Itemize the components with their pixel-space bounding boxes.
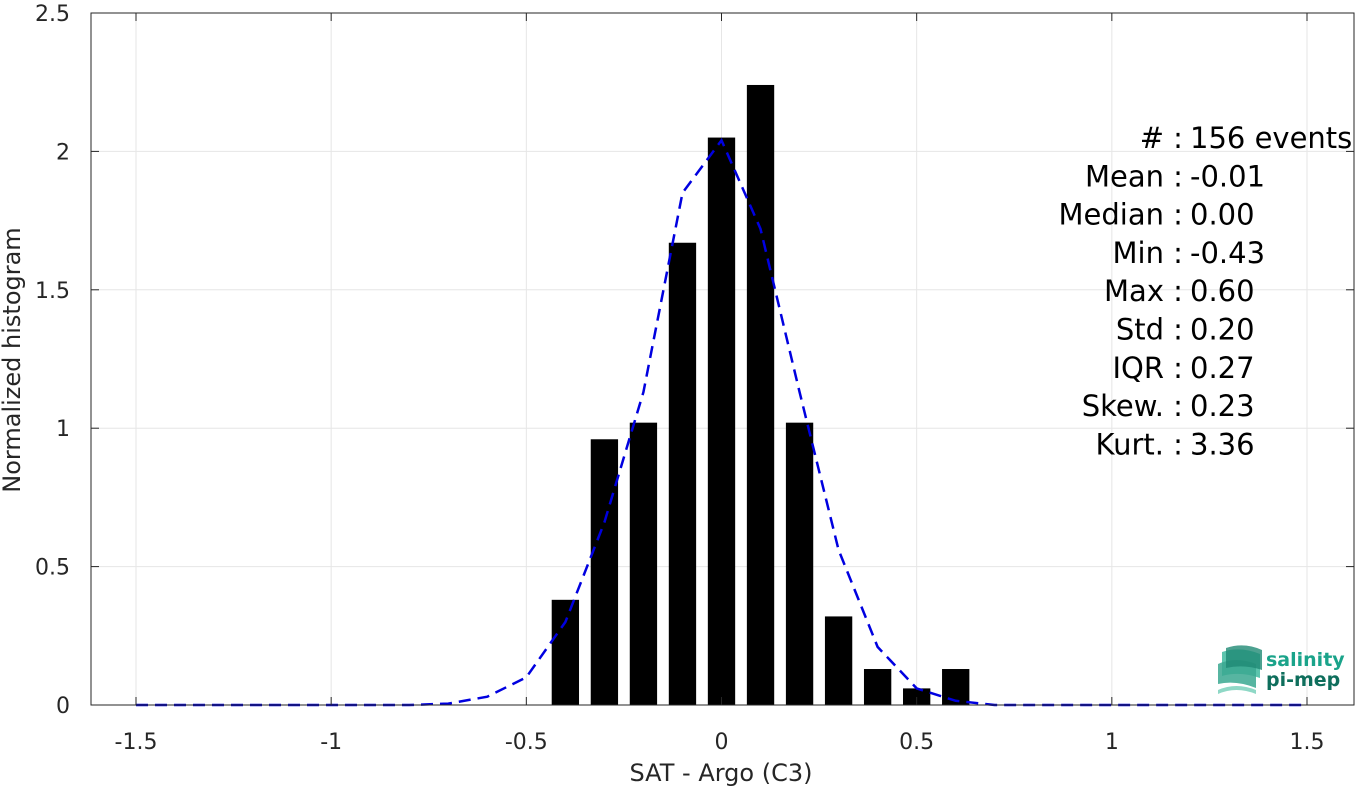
histogram-bar (824, 616, 853, 705)
y-tick-label: 2.5 (35, 2, 70, 27)
stat-separator: : (1173, 159, 1183, 193)
stat-label: IQR (1112, 351, 1164, 385)
histogram-bars (551, 84, 970, 705)
stat-value: -0.43 (1190, 236, 1265, 270)
x-tick-labels: -1.5 -1 -0.5 0 0.5 1 1.5 (115, 730, 1325, 755)
histogram-bar (746, 84, 775, 705)
stat-label: # (1140, 121, 1164, 155)
y-tick-label: 0.5 (35, 556, 70, 581)
stat-separator: : (1173, 121, 1183, 155)
y-axis-label: Normalized histogram (0, 227, 26, 492)
stat-row: Max:0.60 (1104, 274, 1255, 308)
stat-row: Kurt.:3.36 (1096, 427, 1255, 461)
stat-label: Median (1059, 198, 1164, 232)
stat-value: 156 events (1190, 121, 1352, 155)
logo-text-salinity: salinity (1266, 649, 1345, 671)
logo-text-pimep: pi-mep (1266, 669, 1340, 691)
stat-separator: : (1173, 198, 1183, 232)
x-tick-label: 0.5 (899, 730, 934, 755)
stat-row: Median:0.00 (1059, 198, 1255, 232)
stat-row: Skew.:0.23 (1082, 389, 1255, 423)
x-tick-label: 1.5 (1290, 730, 1325, 755)
axes-box (90, 12, 1355, 706)
histogram-bar (863, 669, 892, 705)
stat-row: #:156 events (1140, 121, 1353, 155)
stat-row: IQR:0.27 (1112, 351, 1254, 385)
x-tick-label: 1 (1105, 730, 1119, 755)
histogram-bar (942, 669, 970, 705)
stat-separator: : (1173, 389, 1183, 423)
y-tick-label: 1 (56, 417, 70, 442)
histogram-bar (785, 422, 814, 705)
stat-label: Kurt. (1096, 427, 1164, 461)
stat-value: 0.60 (1190, 274, 1255, 308)
stat-value: 0.27 (1190, 351, 1255, 385)
stat-label: Min (1113, 236, 1164, 270)
stat-label: Std (1116, 313, 1164, 347)
stat-separator: : (1173, 274, 1183, 308)
y-tick-label: 2 (56, 140, 70, 165)
histogram-bar (590, 439, 619, 705)
stat-value: 3.36 (1190, 427, 1255, 461)
stat-separator: : (1173, 313, 1183, 347)
histogram-bar (707, 137, 736, 705)
stat-separator: : (1173, 351, 1183, 385)
stat-value: -0.01 (1190, 159, 1265, 193)
x-tick-label: -1 (320, 730, 342, 755)
x-axis-label: SAT - Argo (C3) (630, 759, 813, 787)
histogram-bar (551, 599, 580, 705)
x-tick-label: 0 (715, 730, 729, 755)
x-tick-label: -0.5 (505, 730, 548, 755)
stat-row: Min: -0.43 (1113, 236, 1266, 270)
stat-separator: : (1173, 236, 1183, 270)
logo-mark-icon (1218, 645, 1262, 694)
stat-label: Skew. (1082, 389, 1164, 423)
y-tick-labels: 0 0.5 1 1.5 2 2.5 (35, 2, 70, 719)
histogram-bar (903, 688, 931, 705)
y-tick-label: 1.5 (35, 279, 70, 304)
x-tick-label: -1.5 (115, 730, 158, 755)
histogram-bar (629, 422, 658, 705)
histogram-bar (668, 242, 697, 705)
stat-value: 0.23 (1190, 389, 1255, 423)
y-tick-label: 0 (56, 694, 70, 719)
stat-value: 0.00 (1190, 198, 1255, 232)
stat-label: Max (1104, 274, 1164, 308)
stat-row: Std:0.20 (1116, 313, 1255, 347)
stat-separator: : (1173, 427, 1183, 461)
salinity-pimep-logo: salinity pi-mep (1218, 645, 1345, 694)
stat-row: Mean: -0.01 (1085, 159, 1265, 193)
stat-label: Mean (1085, 159, 1164, 193)
plot-frame (90, 12, 1355, 706)
stat-value: 0.20 (1190, 313, 1255, 347)
